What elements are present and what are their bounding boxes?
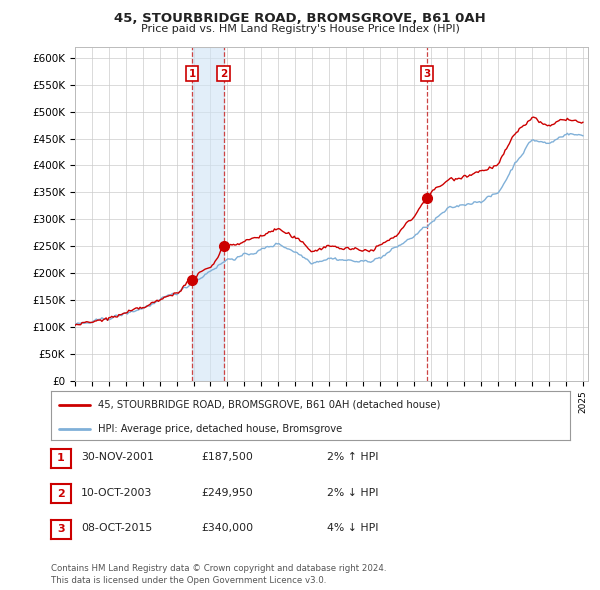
Text: 3: 3 [423, 68, 430, 78]
Text: 08-OCT-2015: 08-OCT-2015 [81, 523, 152, 533]
Text: 2% ↓ HPI: 2% ↓ HPI [327, 488, 379, 497]
Text: £187,500: £187,500 [201, 453, 253, 462]
Bar [192, 47, 224, 381]
Text: Price paid vs. HM Land Registry's House Price Index (HPI): Price paid vs. HM Land Registry's House … [140, 24, 460, 34]
Text: 3: 3 [57, 525, 65, 534]
Text: HPI: Average price, detached house, Bromsgrove: HPI: Average price, detached house, Brom… [98, 424, 342, 434]
Text: 1: 1 [57, 454, 65, 463]
Text: 10-OCT-2003: 10-OCT-2003 [81, 488, 152, 497]
Text: 30-NOV-2001: 30-NOV-2001 [81, 453, 154, 462]
Text: 2: 2 [220, 68, 227, 78]
Text: 2% ↑ HPI: 2% ↑ HPI [327, 453, 379, 462]
Text: 2: 2 [57, 489, 65, 499]
Text: 1: 1 [188, 68, 196, 78]
Text: 4% ↓ HPI: 4% ↓ HPI [327, 523, 379, 533]
Text: £249,950: £249,950 [201, 488, 253, 497]
Text: 45, STOURBRIDGE ROAD, BROMSGROVE, B61 0AH (detached house): 45, STOURBRIDGE ROAD, BROMSGROVE, B61 0A… [98, 399, 440, 409]
Text: £340,000: £340,000 [201, 523, 253, 533]
Text: 45, STOURBRIDGE ROAD, BROMSGROVE, B61 0AH: 45, STOURBRIDGE ROAD, BROMSGROVE, B61 0A… [114, 12, 486, 25]
Text: Contains HM Land Registry data © Crown copyright and database right 2024.
This d: Contains HM Land Registry data © Crown c… [51, 565, 386, 585]
